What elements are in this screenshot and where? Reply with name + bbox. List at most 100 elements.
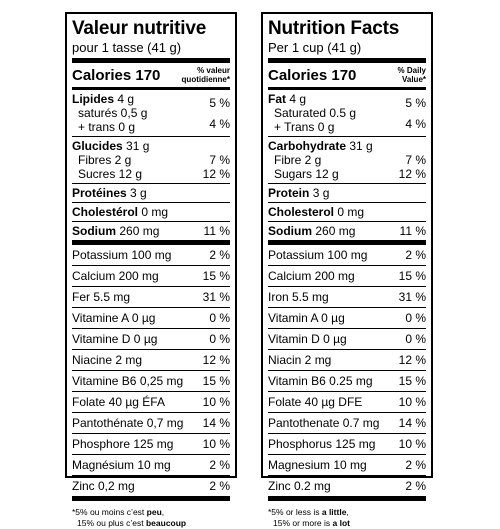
footnote-line-1-bold: a little (321, 507, 347, 517)
calories-row: Calories 170 % valeur quotidienne* (72, 63, 230, 87)
nutrition-panel-french: Valeur nutritive pour 1 tasse (41 g) Cal… (65, 12, 237, 528)
mineral-row: Vitamine B6 0,25 mg 15 % (72, 370, 230, 391)
mineral-percent: 31 % (398, 290, 426, 304)
fibre-percent: 7 % (405, 153, 426, 167)
mineral-label: Niacin 2 mg (268, 353, 332, 367)
mineral-label: Zinc 0,2 mg (72, 479, 135, 493)
sodium-amount: 260 mg (315, 224, 356, 238)
mineral-row: Iron 5.5 mg 31 % (268, 286, 426, 307)
panel-title: Valeur nutritive (72, 18, 207, 39)
saturated-fat: Saturated 0.5 g (274, 106, 357, 120)
mineral-row: Pantothenate 0.7 mg 14 % (268, 412, 426, 433)
mineral-label: Iron 5.5 mg (268, 290, 329, 304)
mineral-label: Fer 5.5 mg (72, 290, 131, 304)
mineral-label: Phosphore 125 mg (72, 437, 174, 451)
mineral-percent: 0 % (209, 332, 230, 346)
thick-divider (268, 496, 426, 501)
fat-amount: 4 g (117, 92, 135, 106)
mineral-label: Potassium 100 mg (72, 248, 172, 262)
sodium-percent: 11 % (399, 224, 426, 238)
sugars-percent: 12 % (398, 167, 426, 181)
carbohydrate-group: Glucides 31 g Fibres 2 g Sucres 12 g 7 %… (72, 136, 230, 183)
daily-value-header-line-1: % valeur (197, 66, 230, 75)
footnote-line-2-bold: a lot (332, 518, 351, 528)
mineral-label: Vitamine D 0 µg (72, 332, 158, 346)
mineral-label: Folate 40 µg ÉFA (72, 395, 165, 409)
footnote-line-2: 15% ou plus c’est (77, 518, 146, 528)
sugars-percent: 12 % (202, 167, 230, 181)
mineral-row: Vitamine A 0 µg 0 % (72, 307, 230, 328)
saturated-trans-percent: 4 % (405, 116, 426, 131)
mineral-row: Calcium 200 mg 15 % (268, 265, 426, 286)
mineral-label: Potassium 100 mg (268, 248, 368, 262)
mineral-percent: 12 % (398, 353, 426, 367)
footnote: *5% or less is a little, 15% or more is … (268, 507, 426, 529)
mineral-row: Folate 40 µg ÉFA 10 % (72, 391, 230, 412)
cholesterol-label: Cholesterol (268, 205, 335, 219)
protein-amount: 3 g (312, 186, 330, 200)
mineral-label: Pantothenate 0.7 mg (268, 416, 380, 430)
mineral-label: Vitamin D 0 µg (268, 332, 347, 346)
thick-divider (72, 240, 230, 245)
mineral-row: Folate 40 µg DFE 10 % (268, 391, 426, 412)
mineral-label: Zinc 0.2 mg (268, 479, 331, 493)
mineral-label: Calcium 200 mg (72, 269, 159, 283)
mineral-row: Zinc 0.2 mg 2 % (268, 475, 426, 496)
minerals-list: Potassium 100 mg 2 % Calcium 200 mg 15 % Iro… (268, 245, 426, 496)
saturated-fat: saturés 0,5 g (78, 106, 148, 120)
mineral-row: Magnesium 10 mg 2 % (268, 454, 426, 475)
daily-value-header: % valeur quotidienne* (182, 66, 230, 84)
mineral-percent: 31 % (202, 290, 230, 304)
mineral-row: Niacine 2 mg 12 % (72, 349, 230, 370)
thick-divider (72, 496, 230, 501)
mineral-percent: 15 % (202, 269, 230, 283)
cholesterol-label: Cholestérol (72, 205, 139, 219)
mineral-row: Zinc 0,2 mg 2 % (72, 475, 230, 496)
mineral-percent: 2 % (209, 248, 230, 262)
footnote-line-1-end: , (346, 507, 349, 517)
mineral-percent: 15 % (202, 374, 230, 388)
mineral-label: Niacine 2 mg (72, 353, 143, 367)
fat-percent: 5 % (405, 95, 426, 110)
mineral-row: Phosphorus 125 mg 10 % (268, 433, 426, 454)
mineral-row: Magnésium 10 mg 2 % (72, 454, 230, 475)
sodium-amount: 260 mg (119, 224, 160, 238)
protein-label: Protein (268, 186, 310, 200)
mineral-row: Pantothénate 0,7 mg 14 % (72, 412, 230, 433)
mineral-label: Vitamine B6 0,25 mg (72, 374, 184, 388)
mineral-percent: 12 % (202, 353, 230, 367)
mineral-percent: 0 % (209, 311, 230, 325)
cholesterol-row: Cholestérol 0 mg (72, 202, 230, 221)
footnote-line-2: 15% or more is (273, 518, 333, 528)
mineral-percent: 10 % (202, 395, 230, 409)
calories-label: Calories 170 (72, 66, 161, 84)
nutrition-panel-english: Nutrition Facts Per 1 cup (41 g) Calorie… (261, 12, 433, 528)
mineral-percent: 2 % (405, 458, 426, 472)
mineral-percent: 0 % (405, 332, 426, 346)
carbohydrate-group: Carbohydrate 31 g Fibre 2 g Sugars 12 g … (268, 136, 426, 183)
thick-divider (268, 240, 426, 245)
thick-divider (268, 58, 426, 63)
fat-label: Fat (268, 92, 286, 106)
sodium-row: Sodium 260 mg 11 % (268, 221, 426, 240)
mineral-percent: 2 % (209, 458, 230, 472)
mineral-row: Phosphore 125 mg 10 % (72, 433, 230, 454)
minerals-list: Potassium 100 mg 2 % Calcium 200 mg 15 % Fer… (72, 245, 230, 496)
protein-label: Protéines (72, 186, 127, 200)
fat-amount: 4 g (289, 92, 307, 106)
footnote-line-1-bold: peu (146, 507, 162, 517)
footnote-line-1-end: , (161, 507, 165, 517)
mineral-label: Vitamin A 0 µg (268, 311, 345, 325)
sodium-label: Sodium (72, 224, 116, 238)
medium-divider (72, 87, 230, 90)
footnote-line-1: *5% ou moins c’est (72, 507, 147, 517)
protein-row: Protéines 3 g (72, 183, 230, 202)
mineral-percent: 2 % (209, 479, 230, 493)
carbohydrate-label: Carbohydrate (268, 139, 347, 153)
trans-fat: + trans 0 g (78, 120, 136, 134)
cholesterol-amount: 0 mg (141, 205, 169, 219)
cholesterol-row: Cholesterol 0 mg (268, 202, 426, 221)
serving-size: Per 1 cup (41 g) (268, 40, 362, 55)
mineral-percent: 14 % (202, 416, 230, 430)
protein-row: Protein 3 g (268, 183, 426, 202)
